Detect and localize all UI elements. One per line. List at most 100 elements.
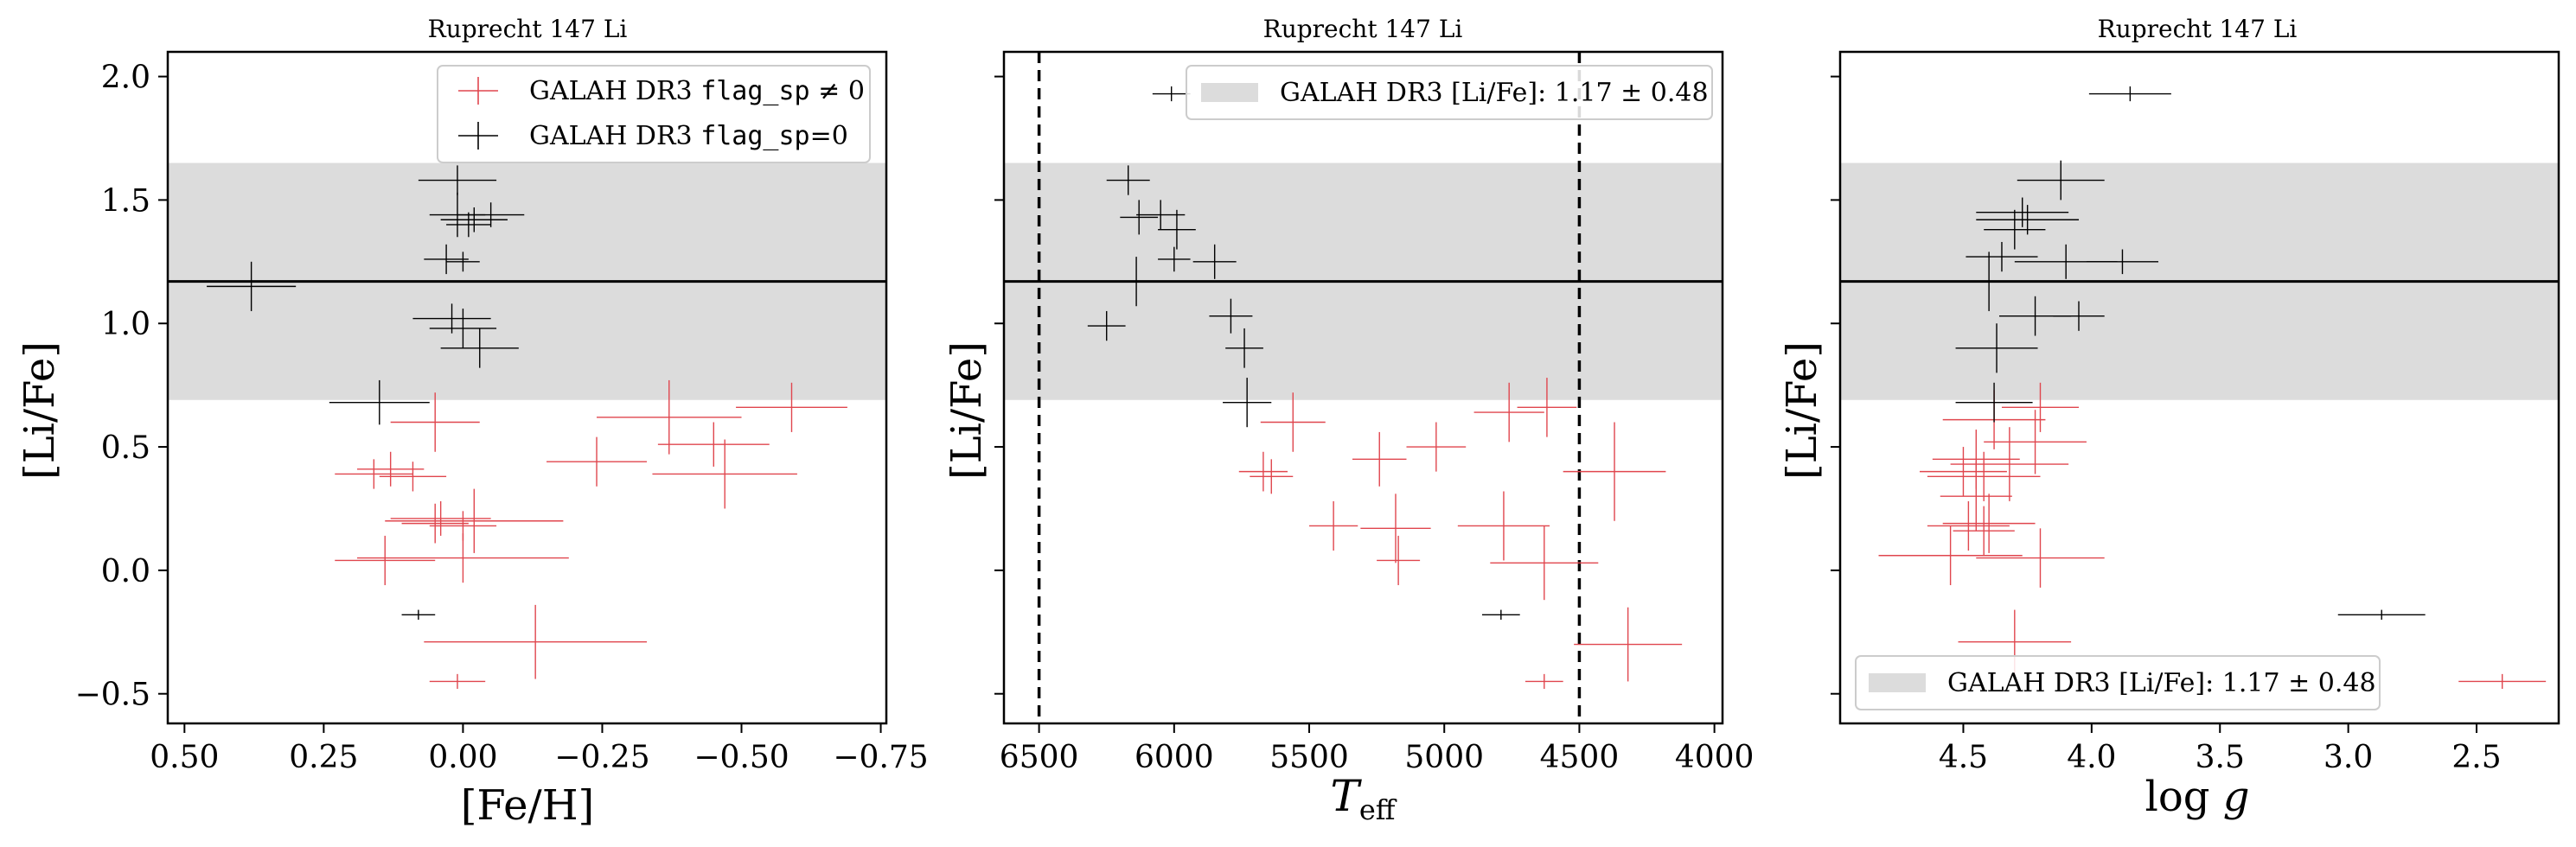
errorbar-point-clean xyxy=(1223,378,1272,428)
errorbar-point-flagged xyxy=(1250,459,1294,494)
errorbar-point-clean xyxy=(2337,609,2426,621)
panel-teff-title: Ruprecht 147 Li xyxy=(1263,15,1463,43)
errorbar-point-flagged xyxy=(1490,525,1599,601)
y-tick-label: −0.5 xyxy=(75,678,150,713)
x-tick-label: −0.50 xyxy=(694,740,789,775)
errorbar-point-clean xyxy=(1158,209,1196,250)
panel-feh-legend: GALAH DR3 flag_sp ≠ 0 GALAH DR3 flag_sp=… xyxy=(437,65,871,163)
legend-band-label: GALAH DR3 [Li/Fe]: 1.17 ± 0.48 xyxy=(1947,668,2376,698)
errorbar-point-clean xyxy=(207,261,297,311)
errorbar-point-flagged xyxy=(1984,410,2087,474)
panel-feh: Ruprecht 147 Li [Li/Fe] [Fe/H] GALAH DR3… xyxy=(16,15,929,830)
errorbar-point-flagged xyxy=(424,604,647,679)
axes-frame xyxy=(1002,50,1724,725)
errorbar-point-flagged xyxy=(1525,673,1563,690)
errorbar-point-flagged xyxy=(379,462,447,492)
errorbar-point-flagged xyxy=(1238,451,1288,492)
errorbar-point-clean xyxy=(446,212,491,238)
errorbar-point-flagged xyxy=(1406,422,1467,472)
errorbar-point-clean xyxy=(1955,382,2033,423)
errorbar-point-clean xyxy=(424,244,469,275)
axes-frame xyxy=(1838,50,2560,725)
errorbar-point-clean xyxy=(1976,197,2069,227)
x-tick-label: 6000 xyxy=(1135,740,1214,775)
errorbar-point-flagged xyxy=(1360,494,1431,564)
legend-band-label: GALAH DR3 [Li/Fe]: 1.17 ± 0.48 xyxy=(1280,78,1709,108)
errorbar-point-flagged xyxy=(1574,607,1683,682)
errorbar-point-flagged xyxy=(1950,427,2069,501)
errorbar-point-clean xyxy=(2088,86,2171,102)
x-tick-label: 0.50 xyxy=(150,740,219,775)
x-tick-label: 0.25 xyxy=(289,740,358,775)
legend-label-flagged: GALAH DR3 flag_sp ≠ 0 xyxy=(529,76,865,106)
x-tick-label: 4500 xyxy=(1540,740,1620,775)
panel-feh-xlabel: [Fe/H] xyxy=(461,781,595,830)
errorbar-point-clean xyxy=(2017,160,2105,201)
x-tick-label: −0.75 xyxy=(833,740,928,775)
panel-feh-ylabel: [Li/Fe] xyxy=(16,341,64,480)
errorbar-point-flagged xyxy=(1920,447,2007,497)
errorbar-point-clean xyxy=(1158,246,1191,272)
x-tick-label: 5000 xyxy=(1404,740,1484,775)
errorbar-point-clean xyxy=(440,328,519,368)
errorbar-point-flagged xyxy=(1352,431,1407,487)
x-tick-label: 4.5 xyxy=(1939,740,1988,775)
panel-logg: Ruprecht 147 Li [Li/Fe] log g GALAH DR3 … xyxy=(1778,15,2560,821)
x-tick-label: 5500 xyxy=(1269,740,1349,775)
errorbar-point-flagged xyxy=(1517,378,1577,437)
errorbar-point-clean xyxy=(429,309,497,348)
errorbar-point-flagged xyxy=(1878,525,2023,586)
panel-teff-xlabel: Teff xyxy=(1330,771,1397,826)
errorbar-point-flagged xyxy=(1940,462,2012,532)
x-tick-label: 2.5 xyxy=(2451,740,2501,775)
panel-teff: Ruprecht 147 Li [Li/Fe] Teff GALAH DR3 [… xyxy=(943,15,1754,826)
errorbar-point-clean xyxy=(1209,298,1253,334)
errorbar-point-clean xyxy=(1963,252,2015,311)
panel-logg-ylabel: [Li/Fe] xyxy=(1778,341,1826,480)
errorbar-point-clean xyxy=(1120,200,1159,235)
errorbar-point-flagged xyxy=(335,459,413,489)
panel-logg-xlabel: log g xyxy=(2145,773,2250,821)
errorbar-point-clean xyxy=(1087,310,1126,341)
errorbar-point-flagged xyxy=(547,436,647,487)
errorbar-point-clean xyxy=(1955,323,2038,373)
errorbar-point-clean xyxy=(1192,244,1237,279)
errorbar-point-clean xyxy=(1984,209,2046,250)
legend-frame xyxy=(1855,655,2381,710)
errorbar-point-clean xyxy=(440,207,508,232)
axes-frame xyxy=(166,50,888,725)
errorbar-point-clean xyxy=(329,379,430,425)
errorbar-point-clean xyxy=(446,252,480,272)
errorbar-point-flagged xyxy=(736,382,847,432)
x-tick-label: −0.25 xyxy=(554,740,649,775)
errorbar-point-flagged xyxy=(2001,382,2080,432)
errorbar-point-clean xyxy=(1481,609,1520,621)
legend-band-swatch xyxy=(1869,673,1926,692)
panel-feh-title: Ruprecht 147 Li xyxy=(428,15,628,43)
errorbar-point-clean xyxy=(1966,241,2038,272)
x-tick-label: 0.00 xyxy=(428,740,497,775)
x-tick-label: 3.5 xyxy=(2196,740,2245,775)
errorbar-point-flagged xyxy=(2458,673,2547,690)
errorbar-point-clean xyxy=(418,165,497,195)
errorbar-point-clean xyxy=(1225,328,1263,368)
errorbar-point-clean xyxy=(401,609,436,621)
errorbar-point-flagged xyxy=(1377,535,1421,586)
legend-band-swatch xyxy=(1201,83,1258,102)
y-tick-label: 1.0 xyxy=(101,307,150,342)
legend-marker-clean xyxy=(458,122,498,150)
errorbar-point-flagged xyxy=(1260,392,1326,452)
x-tick-label: 3.0 xyxy=(2324,740,2373,775)
y-tick-label: 0.0 xyxy=(101,554,150,589)
errorbar-point-flagged xyxy=(1942,494,2036,553)
errorbar-point-flagged xyxy=(1457,491,1550,561)
panel-logg-legend: GALAH DR3 [Li/Fe]: 1.17 ± 0.48 xyxy=(1855,655,2381,710)
errorbar-point-clean xyxy=(2053,301,2105,331)
errorbar-point-flagged xyxy=(1976,528,2105,588)
x-tick-label: 4000 xyxy=(1675,740,1755,775)
y-tick-label: 1.5 xyxy=(101,183,150,219)
panel-logg-title: Ruprecht 147 Li xyxy=(2098,15,2298,43)
panel-teff-legend: GALAH DR3 [Li/Fe]: 1.17 ± 0.48 xyxy=(1186,65,1713,120)
errorbar-point-flagged xyxy=(1309,500,1358,551)
